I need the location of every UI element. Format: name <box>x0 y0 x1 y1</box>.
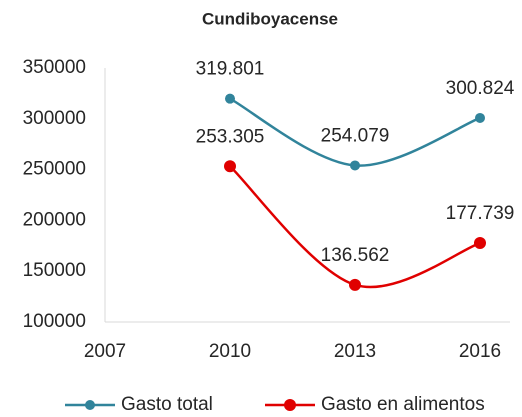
y-tick-label: 200000 <box>23 209 86 230</box>
y-tick-label: 150000 <box>23 260 86 281</box>
x-tick-label: 2016 <box>459 341 501 362</box>
legend-label: Gasto total <box>121 394 213 415</box>
data-label: 253.305 <box>196 126 265 147</box>
data-label: 319.801 <box>196 59 265 80</box>
y-tick-label: 300000 <box>23 108 86 129</box>
data-label: 136.562 <box>321 245 390 266</box>
data-label: 254.079 <box>321 125 390 146</box>
data-point <box>474 237 486 250</box>
x-tick-label: 2013 <box>334 341 376 362</box>
data-point <box>350 160 360 171</box>
data-point <box>475 112 485 123</box>
y-tick-label: 250000 <box>23 159 86 180</box>
legend-marker <box>284 399 296 411</box>
x-tick-label: 2007 <box>84 341 126 362</box>
data-label: 177.739 <box>446 203 515 224</box>
legend-label: Gasto en alimentos <box>321 394 485 415</box>
legend-marker <box>85 400 95 410</box>
y-tick-label: 100000 <box>23 311 86 332</box>
y-tick-label: 350000 <box>23 57 86 78</box>
data-point <box>225 93 235 104</box>
data-point <box>349 278 361 291</box>
chart-title: Cundiboyacense <box>202 9 338 28</box>
data-label: 300.824 <box>446 78 515 99</box>
x-tick-label: 2010 <box>209 341 251 362</box>
data-point <box>224 160 236 173</box>
series-line <box>229 165 481 289</box>
